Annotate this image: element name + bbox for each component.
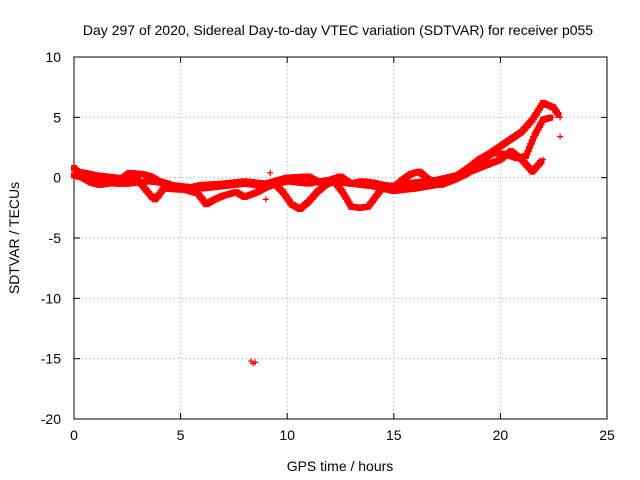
outlier-point bbox=[557, 133, 564, 140]
series-end-point bbox=[557, 114, 564, 121]
x-tick-label: 25 bbox=[599, 427, 615, 443]
outlier-point bbox=[262, 196, 269, 203]
x-tick-labels: 0 5 10 15 20 25 bbox=[70, 427, 615, 443]
y-tick-labels: -20 -15 -10 -5 0 5 10 bbox=[41, 49, 61, 427]
y-tick-label: 5 bbox=[53, 109, 61, 125]
outlier-point bbox=[267, 169, 274, 176]
data-point bbox=[555, 111, 562, 118]
data-point bbox=[527, 142, 534, 149]
data-point bbox=[528, 139, 535, 146]
data-points bbox=[71, 99, 564, 367]
data-point bbox=[522, 152, 529, 159]
outlier-point bbox=[252, 359, 259, 366]
grid-lines bbox=[74, 57, 607, 419]
y-axis-label: SDTVAR / TECUs bbox=[6, 182, 22, 294]
y-tick-label: -10 bbox=[41, 290, 61, 306]
plot-frame bbox=[73, 56, 608, 420]
y-tick-label: -15 bbox=[41, 351, 61, 367]
x-tick-label: 5 bbox=[177, 427, 185, 443]
x-tick-label: 0 bbox=[70, 427, 78, 443]
y-tick-label: -5 bbox=[49, 230, 62, 246]
tick-marks bbox=[73, 56, 608, 420]
data-point bbox=[525, 146, 532, 153]
data-point bbox=[530, 135, 537, 142]
x-tick-label: 20 bbox=[493, 427, 509, 443]
data-point bbox=[524, 149, 531, 156]
chart-title: Day 297 of 2020, Sidereal Day-to-day VTE… bbox=[83, 22, 593, 38]
data-point bbox=[538, 158, 545, 165]
series-end-point bbox=[548, 114, 555, 121]
series-end-point bbox=[540, 156, 547, 163]
y-tick-label: 10 bbox=[45, 49, 61, 65]
y-tick-label: -20 bbox=[41, 411, 61, 427]
x-tick-label: 10 bbox=[279, 427, 295, 443]
x-axis-label: GPS time / hours bbox=[287, 458, 394, 474]
x-tick-label: 15 bbox=[386, 427, 402, 443]
y-tick-label: 0 bbox=[53, 170, 61, 186]
